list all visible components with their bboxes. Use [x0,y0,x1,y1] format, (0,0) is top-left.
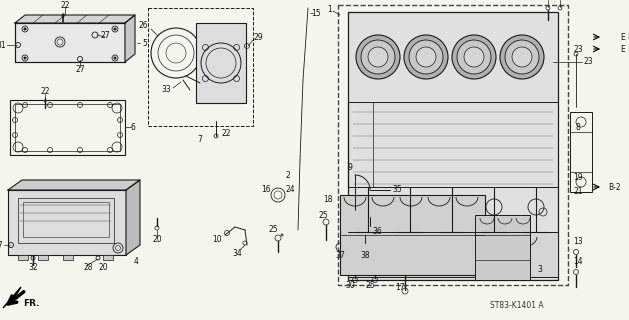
Text: 16: 16 [261,186,271,195]
Text: FR.: FR. [23,299,40,308]
Text: 10: 10 [212,236,222,244]
Bar [38,255,48,260]
Text: 30: 30 [345,281,355,290]
Text: 31: 31 [0,41,6,50]
Bar [103,255,113,260]
Text: 2: 2 [286,171,291,180]
Text: 14: 14 [573,258,583,267]
Circle shape [500,35,544,79]
Polygon shape [125,15,135,62]
Text: 20: 20 [152,236,162,244]
Text: 21: 21 [573,188,582,196]
Text: 7: 7 [198,135,203,145]
Circle shape [512,47,532,67]
Text: 11: 11 [559,0,568,2]
Text: 5: 5 [143,38,147,47]
Text: 9: 9 [348,163,352,172]
Text: E 8 1: E 8 1 [621,33,629,42]
Bar [475,215,530,280]
Text: E 15 12: E 15 12 [621,44,629,53]
Text: 27: 27 [75,65,85,74]
Circle shape [368,47,388,67]
Text: 25: 25 [268,226,278,235]
Circle shape [281,234,284,236]
Text: 22: 22 [221,130,231,139]
Text: 37: 37 [335,251,345,260]
Circle shape [113,28,116,30]
Text: 35: 35 [392,186,402,195]
Bar [348,12,558,280]
Circle shape [416,47,436,67]
Text: 8: 8 [576,123,581,132]
Polygon shape [3,287,21,308]
Circle shape [404,35,448,79]
Text: 32: 32 [28,263,38,273]
Text: 34: 34 [232,249,242,258]
Text: 29: 29 [253,34,263,43]
Text: 22: 22 [40,87,50,97]
Circle shape [62,14,65,18]
Bar [10,100,125,155]
Text: 25: 25 [318,211,328,220]
Bar [8,190,126,255]
Circle shape [356,35,400,79]
Text: 24: 24 [285,186,295,195]
Text: 6: 6 [131,123,135,132]
Text: 20: 20 [98,263,108,273]
Circle shape [409,40,443,74]
Text: 15: 15 [311,9,321,18]
Polygon shape [126,180,140,255]
Circle shape [23,28,26,30]
Circle shape [457,40,491,74]
Bar [15,23,125,62]
Text: 1: 1 [328,5,332,14]
Circle shape [361,40,395,74]
Text: 36: 36 [372,227,382,236]
Bar [348,232,558,277]
Text: 18: 18 [323,196,333,204]
Bar [15,104,120,151]
Circle shape [113,57,116,60]
Text: 27: 27 [100,30,110,39]
Text: 27: 27 [0,241,3,250]
Bar [570,112,592,192]
Bar [63,255,73,260]
Text: 23: 23 [573,45,583,54]
Circle shape [505,40,539,74]
Text: 22: 22 [60,1,70,10]
Text: 26: 26 [138,21,148,30]
Text: 25: 25 [365,281,375,290]
Text: 33: 33 [161,85,171,94]
Text: 13: 13 [573,237,583,246]
Text: 28: 28 [83,263,92,273]
Text: B-2: B-2 [608,182,621,191]
Text: 4: 4 [133,258,138,267]
Bar [338,5,568,285]
Bar [18,255,28,260]
Circle shape [452,35,496,79]
Circle shape [464,47,484,67]
Bar [23,202,109,237]
Circle shape [23,57,26,60]
Text: 38: 38 [360,251,370,260]
Text: 12: 12 [545,0,555,2]
Circle shape [43,100,47,102]
Text: 19: 19 [573,172,583,181]
Bar [18,198,114,243]
Bar [148,8,253,126]
Polygon shape [8,180,140,190]
Bar [196,23,246,103]
Text: 23: 23 [584,58,594,67]
Polygon shape [15,15,135,23]
Text: 17: 17 [395,283,405,292]
Text: ST83-K1401 A: ST83-K1401 A [490,300,543,309]
Text: 3: 3 [538,266,542,275]
Bar [340,195,485,275]
Bar [15,23,125,62]
